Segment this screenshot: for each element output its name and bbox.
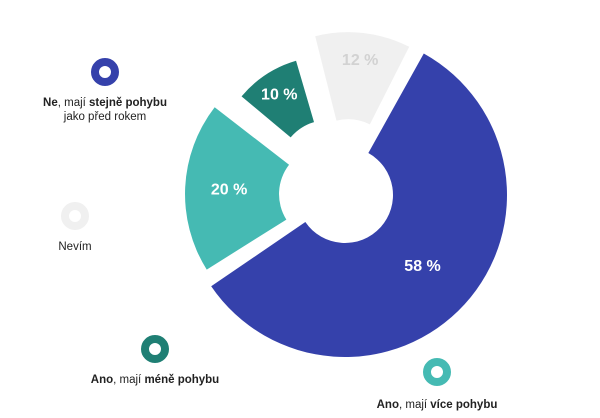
legend-label-part: Ano	[90, 374, 114, 386]
slice-nevim-value-label: 12 %	[342, 52, 378, 69]
slice-ne	[211, 53, 508, 357]
legend-label: Ano, mají více pohybu	[342, 398, 532, 412]
slice-ano-mene	[241, 60, 315, 138]
legend-label-part: , mají	[398, 399, 431, 411]
legend-ring-icon	[91, 58, 119, 86]
legend-label: Ne, mají stejně pohybu	[10, 96, 200, 110]
legend-item: Ano, mají méně pohybu	[60, 335, 250, 387]
legend-ring-icon	[141, 335, 169, 363]
legend-label-line2: jako před rokem	[63, 111, 147, 123]
slice-ne-value-label: 58 %	[404, 258, 440, 275]
legend-ring-icon	[423, 358, 451, 386]
slice-labels: 58 % 20 % 10 % 12 %	[211, 52, 441, 275]
slice-ano-vice	[185, 107, 290, 270]
legend-ring-icon	[61, 202, 89, 230]
legend-label-part: , mají	[57, 97, 90, 109]
legend-label-part: Ano	[376, 399, 399, 411]
slice-nevim	[315, 32, 410, 125]
legend-label-part: stejně pohybu	[89, 97, 167, 109]
legend-label-part: více pohybu	[430, 399, 498, 411]
legend-label-part: , mají	[113, 374, 145, 386]
legend-label: Nevím	[0, 240, 170, 254]
legend-label-part: Nevím	[58, 241, 92, 253]
slice-ano-mene-value-label: 10 %	[261, 87, 297, 104]
legend-label-part: méně pohybu	[144, 374, 220, 386]
legend-item: Ne, mají stejně pohybu jako před rokem	[10, 58, 200, 124]
legend-item: Ano, mají více pohybu	[342, 358, 532, 412]
slices	[185, 32, 508, 357]
legend-item: Nevím	[0, 202, 170, 254]
legend-label: Ano, mají méně pohybu	[60, 373, 250, 387]
legend-label-part: Ne	[43, 97, 58, 109]
slice-ano-vice-value-label: 20 %	[211, 181, 247, 198]
